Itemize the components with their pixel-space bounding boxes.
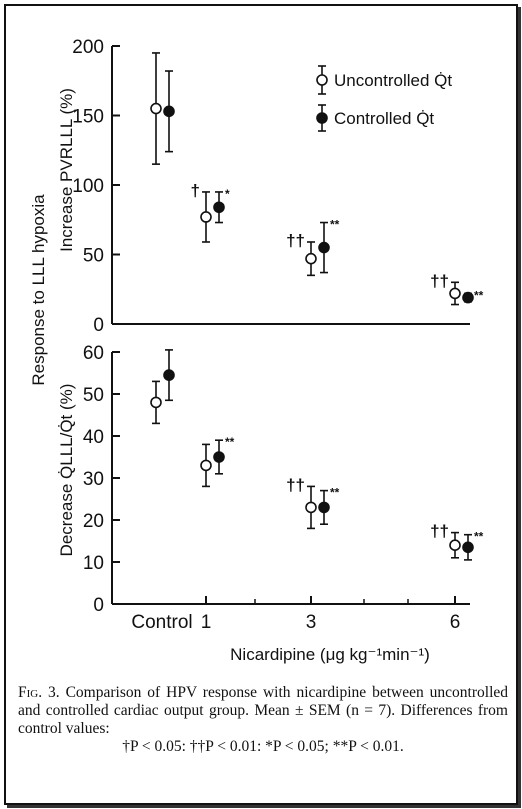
x-tick-label: 3 xyxy=(306,612,317,633)
significance-mark: * xyxy=(225,187,230,201)
y-tick-label: 100 xyxy=(72,176,104,197)
data-point-controlled xyxy=(462,291,474,304)
x-tick-label: 6 xyxy=(450,612,461,633)
data-point-controlled xyxy=(163,105,175,118)
data-point-uncontrolled xyxy=(150,396,162,409)
chart: Response to LLL hypoxia Increase PVRLLL … xyxy=(29,37,484,664)
y-tick-label: 10 xyxy=(83,553,104,574)
legend-item-uncontrolled: Uncontrolled Q̇t xyxy=(316,65,452,95)
data-point-uncontrolled xyxy=(150,102,162,115)
significance-mark: ** xyxy=(225,435,235,449)
legend-label-uncontrolled: Uncontrolled Q̇t xyxy=(334,71,452,90)
data-point-uncontrolled xyxy=(200,459,212,472)
significance-mark: †† xyxy=(286,231,305,250)
significance-mark: †† xyxy=(430,271,449,290)
y-tick-label: 50 xyxy=(83,385,104,406)
data-point-controlled xyxy=(318,241,330,254)
legend-item-controlled: Controlled Q̇t xyxy=(316,104,434,132)
data-point-uncontrolled xyxy=(449,539,461,552)
data-point-controlled xyxy=(213,451,225,463)
caption-significance: †P < 0.05: ††P < 0.01: *P < 0.05; **P < … xyxy=(122,738,404,755)
y-tick-label: 60 xyxy=(83,343,104,364)
data-point-uncontrolled xyxy=(305,252,317,265)
data-point-controlled xyxy=(213,201,225,214)
significance-mark: ** xyxy=(330,218,340,232)
data-point-uncontrolled xyxy=(200,211,212,223)
data-point-controlled xyxy=(318,501,330,514)
caption-text: Comparison of HPV response with nicardip… xyxy=(18,684,508,737)
figure-caption: Fig. 3. Comparison of HPV response with … xyxy=(18,684,508,756)
x-tick-label: Control xyxy=(131,612,192,633)
significance-mark: †† xyxy=(430,522,449,541)
y-tick-label: 0 xyxy=(93,595,104,616)
legend-label-controlled: Controlled Q̇t xyxy=(334,109,434,128)
caption-fig-label: Fig. 3. xyxy=(18,684,60,701)
bottom-y-axis-label: Decrease Q̇LLL/Q̇t (%) xyxy=(57,384,76,557)
open-circle-icon xyxy=(316,74,328,86)
data-point-uncontrolled xyxy=(449,287,461,300)
significance-mark: ** xyxy=(474,530,484,544)
legend: Uncontrolled Q̇t Controlled Q̇t xyxy=(316,65,452,132)
data-marks: †††††*****††††****** xyxy=(150,52,484,561)
data-point-controlled xyxy=(163,369,175,381)
data-point-controlled xyxy=(462,541,474,554)
axis-ticks: 0 50 100 150 200 0 10 20 30 40 50 60 Control 1 3 6 xyxy=(72,37,460,633)
y-tick-label: 0 xyxy=(93,315,104,336)
significance-mark: † xyxy=(191,181,200,200)
y-tick-label: 50 xyxy=(83,246,104,267)
significance-mark: ** xyxy=(474,288,484,302)
x-tick-label: 1 xyxy=(201,612,212,633)
y-tick-label: 30 xyxy=(83,469,104,490)
significance-mark: ** xyxy=(330,486,340,500)
significance-mark: †† xyxy=(286,475,305,494)
data-point-uncontrolled xyxy=(305,501,317,514)
y-tick-label: 40 xyxy=(83,427,104,448)
figure-frame xyxy=(4,4,518,805)
y-tick-label: 20 xyxy=(83,511,104,532)
shared-y-axis-label: Response to LLL hypoxia xyxy=(29,194,48,386)
top-y-axis-label: Increase PVRLLL (%) xyxy=(57,88,76,252)
y-tick-label: 150 xyxy=(72,107,104,128)
x-axis-label: Nicardipine (μg kg⁻¹min⁻¹) xyxy=(230,645,430,664)
filled-circle-icon xyxy=(316,112,328,124)
y-tick-label: 200 xyxy=(72,37,104,58)
